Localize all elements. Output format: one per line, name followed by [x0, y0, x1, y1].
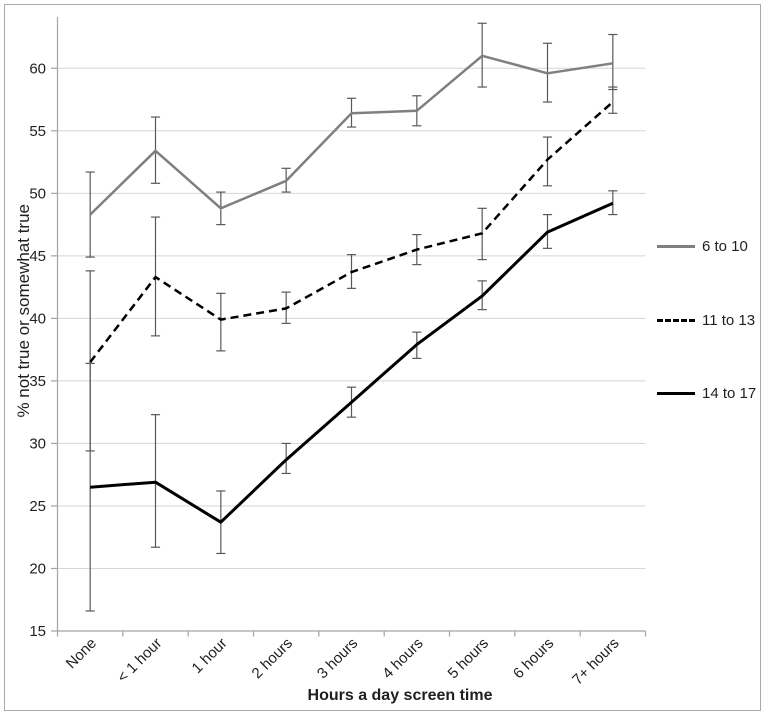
legend-line-sample-black-solid: [657, 391, 695, 395]
y-tick-label: 50: [29, 185, 46, 202]
y-tick-label: 35: [29, 373, 46, 390]
legend-label: 6 to 10: [702, 237, 748, 255]
legend-label: 14 to 17: [702, 384, 757, 402]
y-tick-label: 30: [29, 435, 46, 452]
x-tick-label: 6 hours: [510, 635, 557, 682]
gridlines: [57, 67, 646, 569]
y-axis-title: % not true or somewhat true: [14, 204, 33, 418]
x-tick-label: 7+ hours: [569, 635, 623, 689]
x-tick-label: 5 hours: [445, 635, 492, 682]
x-tick-label: 3 hours: [314, 635, 361, 682]
series-line-14-to-17: [90, 201, 614, 524]
legend-label: 11 to 13: [702, 311, 756, 329]
x-tick-labels: None < 1 hour 1 hour 2 hours 3 hours 4 hours 5…: [63, 635, 623, 689]
x-tick-label: 4 hours: [379, 635, 426, 682]
y-tick-label: 55: [29, 123, 46, 140]
axes: [51, 17, 647, 637]
x-axis-title: Hours a day screen time: [307, 687, 493, 704]
legend-item-6-to-10: 6 to 10: [657, 237, 748, 255]
series-line-6-to-10: [89, 54, 613, 216]
x-tick-label: 2 hours: [249, 635, 296, 682]
error-bars-6-to-10: [85, 22, 618, 258]
y-tick-labels: 15 20 25 30 35 40 45 50 55 60: [29, 60, 46, 640]
y-tick-label: 15: [29, 623, 46, 640]
legend-line-sample-gray-solid: [657, 244, 695, 248]
y-tick-label: 60: [29, 60, 46, 77]
x-tick-label: None: [63, 635, 100, 672]
y-tick-label: 25: [29, 498, 46, 515]
x-tick-label: 1 hour: [189, 635, 231, 677]
x-tick-label: < 1 hour: [114, 635, 165, 686]
y-tick-label: 40: [29, 310, 46, 327]
legend-line-sample-black-dashed: [657, 318, 695, 322]
legend-item-14-to-17: 14 to 17: [657, 384, 756, 402]
series-line-11-to-13: [89, 101, 614, 363]
y-tick-label: 20: [29, 560, 46, 577]
y-tick-label: 45: [29, 248, 46, 265]
legend-item-11-to-13: 11 to 13: [657, 311, 755, 329]
